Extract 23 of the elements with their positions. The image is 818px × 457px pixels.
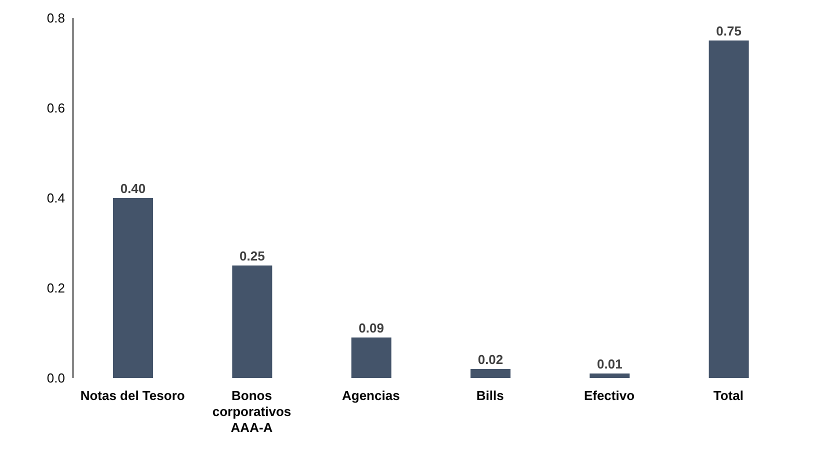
- bar: [113, 198, 153, 378]
- x-tick-label: Bonos corporativos AAA-A: [212, 388, 292, 435]
- bar: [232, 266, 272, 378]
- data-label: 0.25: [240, 248, 265, 264]
- y-tick-label: 0.8: [46, 10, 65, 26]
- bar: [590, 374, 630, 378]
- x-tick-label: Notas del Tesoro: [80, 388, 185, 403]
- y-tick-label: 0.6: [46, 100, 65, 116]
- bar: [470, 369, 510, 378]
- data-label: 0.09: [358, 320, 384, 336]
- x-tick-label: Total: [713, 388, 744, 403]
- x-tick-label: Agencias: [342, 388, 400, 403]
- bar: [708, 40, 749, 378]
- data-label: 0.02: [478, 352, 504, 367]
- bar: [351, 338, 392, 378]
- y-tick-label: 0.0: [46, 370, 65, 386]
- data-label: 0.75: [716, 24, 742, 38]
- y-tick-label: 0.4: [46, 190, 65, 206]
- data-label: 0.01: [597, 356, 622, 372]
- x-tick-label: Bills: [476, 388, 504, 403]
- x-tick-label: Efectivo: [584, 388, 635, 403]
- y-tick-label: 0.2: [46, 280, 65, 296]
- data-label: 0.40: [120, 181, 146, 196]
